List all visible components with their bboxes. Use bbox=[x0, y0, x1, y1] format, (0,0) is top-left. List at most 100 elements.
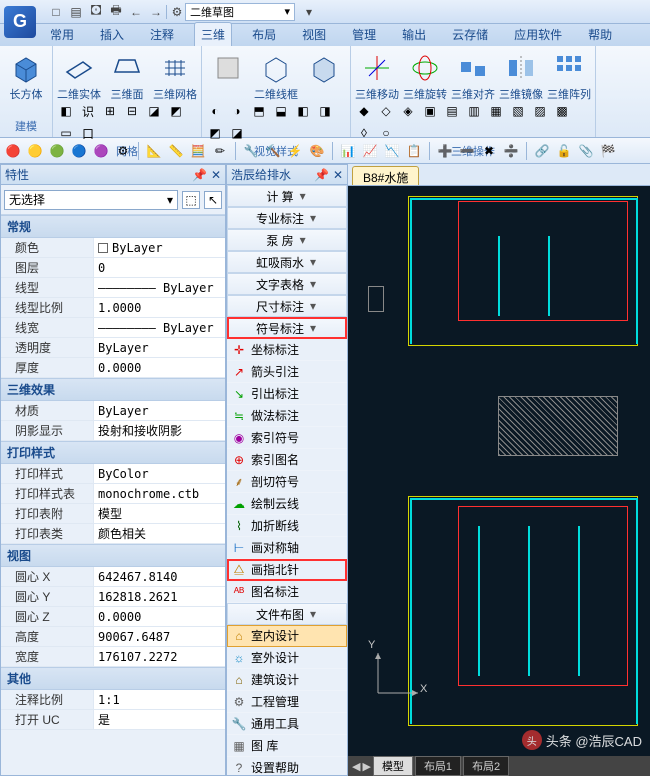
property-row[interactable]: 线宽———————— ByLayer bbox=[1, 318, 225, 338]
qat-button[interactable]: 🖶 bbox=[108, 4, 124, 20]
gps-command[interactable]: ?设置帮助 bbox=[227, 757, 347, 775]
gps-command[interactable]: ≒做法标注 bbox=[227, 405, 347, 427]
property-row[interactable]: 圆心 Y162818.2621 bbox=[1, 587, 225, 607]
property-group-header[interactable]: 其他 bbox=[1, 667, 225, 690]
property-row[interactable]: 注释比例1:1 bbox=[1, 690, 225, 710]
property-group-header[interactable]: 三维效果 bbox=[1, 378, 225, 401]
toolbar-button[interactable]: 🎨 bbox=[308, 142, 326, 160]
ribbon-button[interactable]: 三维旋转 bbox=[403, 48, 447, 102]
toolbar-button[interactable]: 🔓 bbox=[555, 142, 573, 160]
pin-icon[interactable]: 📌 bbox=[314, 168, 329, 182]
ribbon-small-button[interactable]: ▥ bbox=[465, 102, 483, 120]
property-value[interactable]: 1.0000 bbox=[93, 298, 225, 317]
property-value[interactable]: 162818.2621 bbox=[93, 587, 225, 606]
toolbar-button[interactable]: 🧮 bbox=[189, 142, 207, 160]
dropdown-icon[interactable]: ▾ bbox=[301, 4, 317, 20]
property-value[interactable]: 投射和接收阴影 bbox=[93, 421, 225, 440]
gps-command[interactable]: ⌂室内设计 bbox=[227, 625, 347, 647]
property-value[interactable]: 0 bbox=[93, 258, 225, 277]
property-value[interactable]: 176107.2272 bbox=[93, 647, 225, 666]
ribbon-tab[interactable]: 三维 bbox=[194, 22, 232, 46]
close-icon[interactable]: ✕ bbox=[211, 168, 221, 182]
property-row[interactable]: 线型比例1.0000 bbox=[1, 298, 225, 318]
ribbon-small-button[interactable]: ◇ bbox=[377, 102, 395, 120]
toolbar-button[interactable]: 🔴 bbox=[4, 142, 22, 160]
ribbon-small-button[interactable]: ◪ bbox=[228, 124, 246, 142]
pick-icon[interactable]: ↖ bbox=[204, 191, 222, 209]
ribbon-button[interactable]: 三维阵列 bbox=[547, 48, 591, 102]
ribbon-small-button[interactable]: ◪ bbox=[145, 102, 163, 120]
close-icon[interactable]: ✕ bbox=[333, 168, 343, 182]
ribbon-button[interactable]: 三维移动 bbox=[355, 48, 399, 102]
ribbon-small-button[interactable]: ◨ bbox=[316, 102, 334, 120]
toolbar-button[interactable]: 🔗 bbox=[533, 142, 551, 160]
property-value[interactable]: ———————— ByLayer bbox=[93, 318, 225, 337]
ribbon-small-button[interactable]: ◩ bbox=[206, 124, 224, 142]
toolbar-button[interactable]: ➖ bbox=[458, 142, 476, 160]
gps-command[interactable]: ▦图 库 bbox=[227, 735, 347, 757]
property-row[interactable]: 透明度ByLayer bbox=[1, 338, 225, 358]
ribbon-tab[interactable]: 注释 bbox=[144, 23, 180, 46]
property-value[interactable]: 0.0000 bbox=[93, 607, 225, 626]
ribbon-small-button[interactable]: ◑ bbox=[228, 102, 246, 120]
ribbon-small-button[interactable]: ▭ bbox=[57, 124, 75, 142]
gps-category[interactable]: 虹吸雨水▾ bbox=[227, 251, 347, 273]
ribbon-small-button[interactable]: ⊟ bbox=[123, 102, 141, 120]
property-row[interactable]: 材质ByLayer bbox=[1, 401, 225, 421]
ribbon-small-button[interactable]: ⊞ bbox=[101, 102, 119, 120]
ribbon-small-button[interactable]: ▦ bbox=[487, 102, 505, 120]
ribbon-small-button[interactable]: ○ bbox=[377, 124, 395, 142]
toolbar-button[interactable]: 🏁 bbox=[599, 142, 617, 160]
ribbon-small-button[interactable]: ◆ bbox=[355, 102, 373, 120]
property-value[interactable]: ByLayer bbox=[93, 401, 225, 420]
toolbar-button[interactable]: 🔧 bbox=[242, 142, 260, 160]
property-row[interactable]: 圆心 X642467.8140 bbox=[1, 567, 225, 587]
property-row[interactable]: 打印表类颜色相关 bbox=[1, 524, 225, 544]
gps-command[interactable]: ⧋画指北针 bbox=[227, 559, 347, 581]
toolbar-button[interactable]: 🟣 bbox=[92, 142, 110, 160]
toolbar-button[interactable]: 📐 bbox=[145, 142, 163, 160]
workspace-icon[interactable]: ⚙ bbox=[169, 4, 185, 20]
gps-command[interactable]: ☁绘制云线 bbox=[227, 493, 347, 515]
toolbar-button[interactable]: ➕ bbox=[436, 142, 454, 160]
toolbar-button[interactable]: 🟢 bbox=[48, 142, 66, 160]
ribbon-tab[interactable]: 帮助 bbox=[582, 23, 618, 46]
property-value[interactable]: 颜色相关 bbox=[93, 524, 225, 543]
ribbon-small-button[interactable]: 识 bbox=[79, 102, 97, 120]
property-row[interactable]: 厚度0.0000 bbox=[1, 358, 225, 378]
gps-command[interactable]: ⚙工程管理 bbox=[227, 691, 347, 713]
property-value[interactable]: ByColor bbox=[93, 464, 225, 483]
property-row[interactable]: 打开 UC是 bbox=[1, 710, 225, 730]
toolbar-button[interactable]: ⚡ bbox=[286, 142, 304, 160]
quick-select-icon[interactable]: ⬚ bbox=[182, 191, 200, 209]
ribbon-small-button[interactable]: ▤ bbox=[443, 102, 461, 120]
property-row[interactable]: 打印表附模型 bbox=[1, 504, 225, 524]
toolbar-button[interactable]: 📏 bbox=[167, 142, 185, 160]
gps-command[interactable]: ⌇加折断线 bbox=[227, 515, 347, 537]
toolbar-button[interactable]: ✖ bbox=[480, 142, 498, 160]
ribbon-button[interactable]: 三维对齐 bbox=[451, 48, 495, 102]
ribbon-tab[interactable]: 布局 bbox=[246, 23, 282, 46]
ribbon-tab[interactable]: 云存储 bbox=[446, 23, 494, 46]
property-group-header[interactable]: 常规 bbox=[1, 215, 225, 238]
gps-category[interactable]: 符号标注▾ bbox=[227, 317, 347, 339]
ribbon-small-button[interactable]: ▨ bbox=[531, 102, 549, 120]
property-row[interactable]: 圆心 Z0.0000 bbox=[1, 607, 225, 627]
property-row[interactable]: 图层0 bbox=[1, 258, 225, 278]
property-value[interactable]: 1:1 bbox=[93, 690, 225, 709]
ribbon-button[interactable] bbox=[206, 48, 250, 86]
ribbon-small-button[interactable]: ▣ bbox=[421, 102, 439, 120]
workspace-combo[interactable]: 二维草图▾ bbox=[185, 3, 295, 21]
ribbon-small-button[interactable]: ◧ bbox=[57, 102, 75, 120]
ribbon-tab[interactable]: 插入 bbox=[94, 23, 130, 46]
model-tab[interactable]: 模型 bbox=[373, 756, 413, 776]
property-value[interactable]: ByLayer bbox=[93, 238, 225, 257]
ribbon-button[interactable]: 二维线框 bbox=[254, 48, 298, 102]
ribbon-button[interactable]: 二维实体 bbox=[57, 48, 101, 102]
ribbon-small-button[interactable]: ⬒ bbox=[250, 102, 268, 120]
drawing-canvas[interactable]: Y X 头 头条 @浩辰CAD bbox=[348, 186, 650, 756]
gps-category[interactable]: 文字表格▾ bbox=[227, 273, 347, 295]
property-value[interactable]: monochrome.ctb bbox=[93, 484, 225, 503]
toolbar-button[interactable]: ✏ bbox=[211, 142, 229, 160]
ribbon-tab[interactable]: 常用 bbox=[44, 23, 80, 46]
